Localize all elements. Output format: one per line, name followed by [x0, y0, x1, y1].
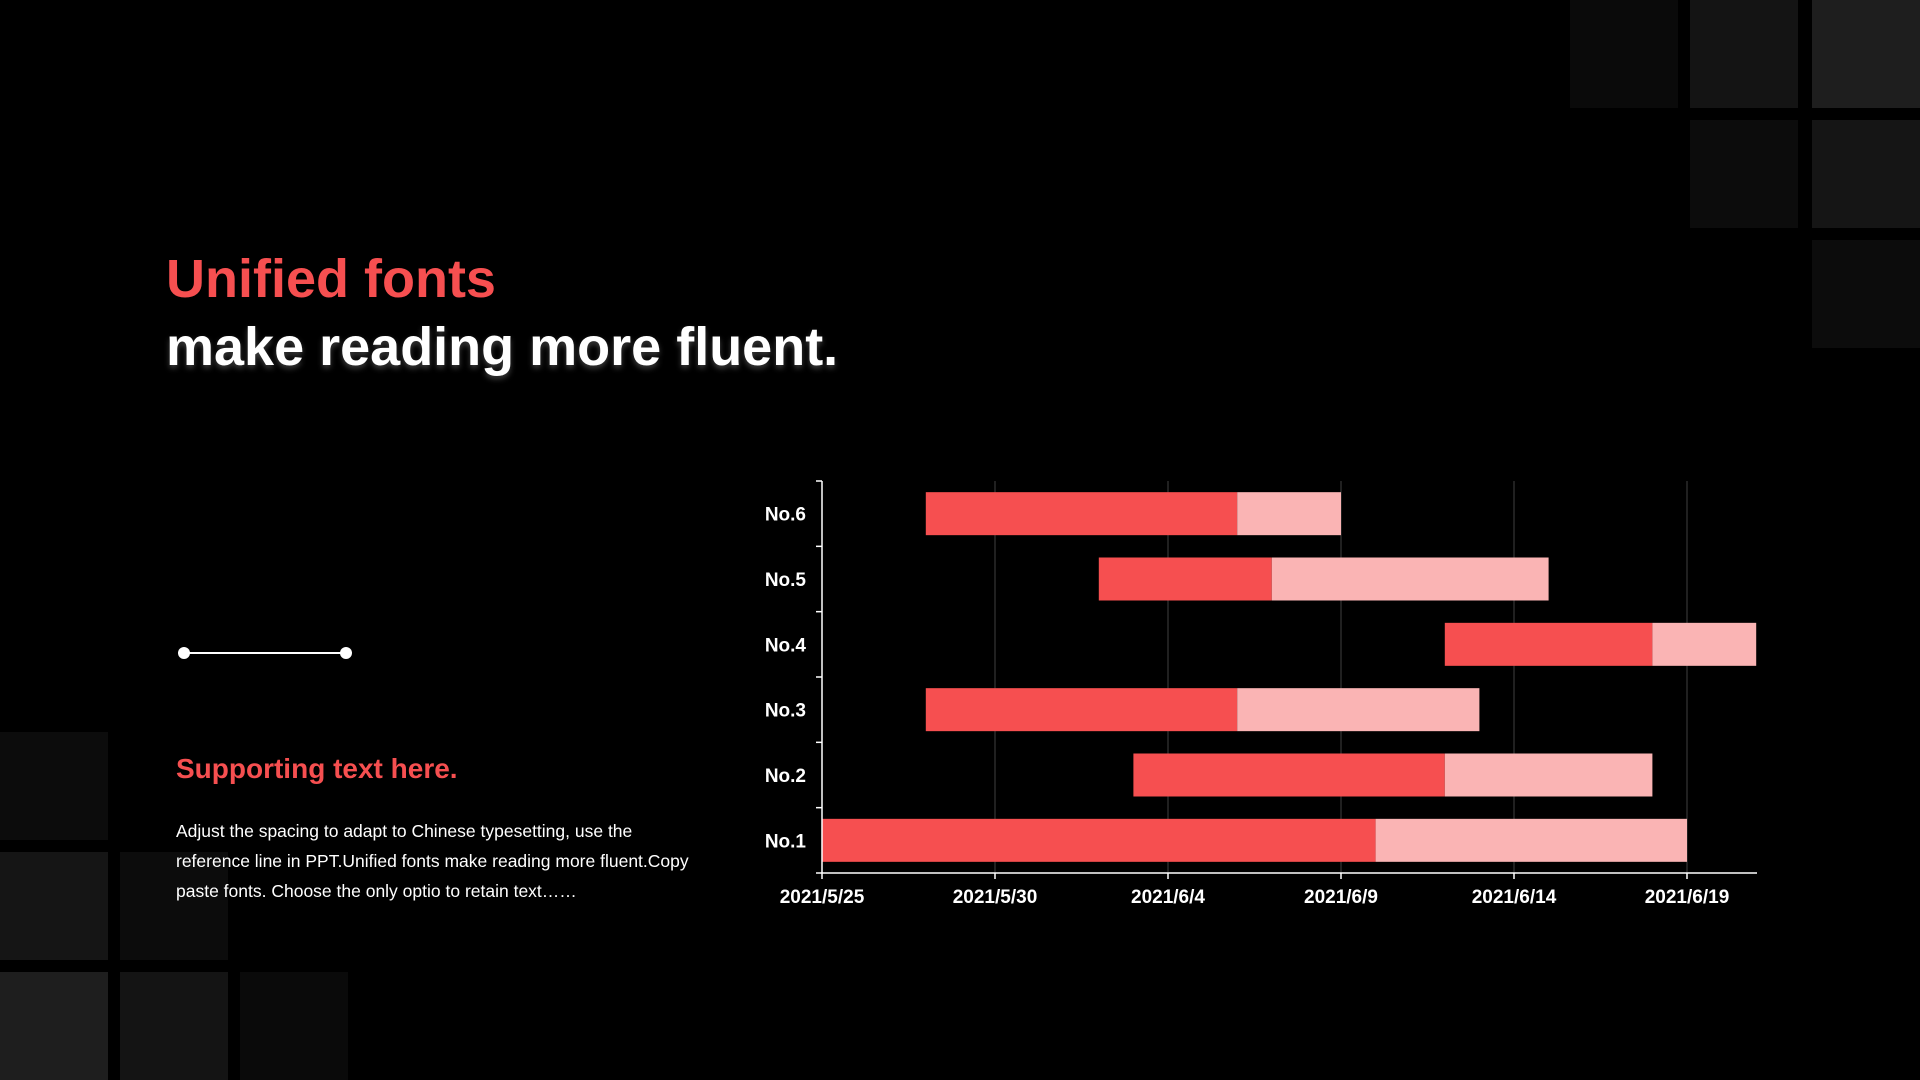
- decor-square: [0, 972, 108, 1080]
- divider-dot-left: [178, 647, 190, 659]
- decor-square: [1812, 240, 1920, 348]
- x-tick-label: 2021/6/14: [1472, 887, 1557, 908]
- x-tick-label: 2021/5/30: [953, 887, 1038, 908]
- decor-square: [1690, 0, 1798, 108]
- slide-subtitle: make reading more fluent.: [166, 317, 839, 377]
- decor-square: [1812, 0, 1920, 108]
- bar-completed: [925, 688, 1238, 732]
- divider-stroke: [184, 652, 346, 654]
- category-label: No.1: [765, 831, 807, 852]
- x-tick-label: 2021/5/25: [780, 887, 865, 908]
- category-label: No.6: [765, 505, 806, 526]
- supporting-body: Adjust the spacing to adapt to Chinese t…: [176, 821, 689, 901]
- x-tick-label: 2021/6/4: [1131, 887, 1205, 908]
- bar-completed: [1098, 557, 1272, 601]
- bar-completed: [1133, 753, 1445, 797]
- decor-square: [0, 852, 108, 960]
- bar-remaining: [1237, 688, 1480, 732]
- bar-completed: [822, 818, 1376, 862]
- bar-completed: [925, 492, 1238, 536]
- bar-remaining: [1271, 557, 1549, 601]
- decor-square: [0, 732, 108, 840]
- divider-line: [178, 643, 352, 663]
- decor-square: [1690, 120, 1798, 228]
- divider-dot-right: [340, 647, 352, 659]
- decor-square: [1812, 120, 1920, 228]
- decor-square: [120, 852, 228, 960]
- decor-square: [240, 972, 348, 1080]
- category-label: No.4: [765, 635, 807, 656]
- bar-remaining: [1375, 818, 1687, 862]
- bar-remaining: [1237, 492, 1341, 536]
- decor-square: [1570, 0, 1678, 108]
- category-label: No.5: [765, 570, 807, 591]
- decor-square: [120, 972, 228, 1080]
- slide-title: Unified fonts: [166, 249, 496, 309]
- bar-remaining: [1652, 622, 1757, 666]
- category-label: No.2: [765, 766, 806, 787]
- bar-remaining: [1444, 753, 1653, 797]
- bar-completed: [1444, 622, 1653, 666]
- category-label: No.3: [765, 701, 806, 722]
- x-tick-label: 2021/6/19: [1645, 887, 1730, 908]
- x-tick-label: 2021/6/9: [1304, 887, 1378, 908]
- supporting-heading: Supporting text here.: [176, 753, 458, 784]
